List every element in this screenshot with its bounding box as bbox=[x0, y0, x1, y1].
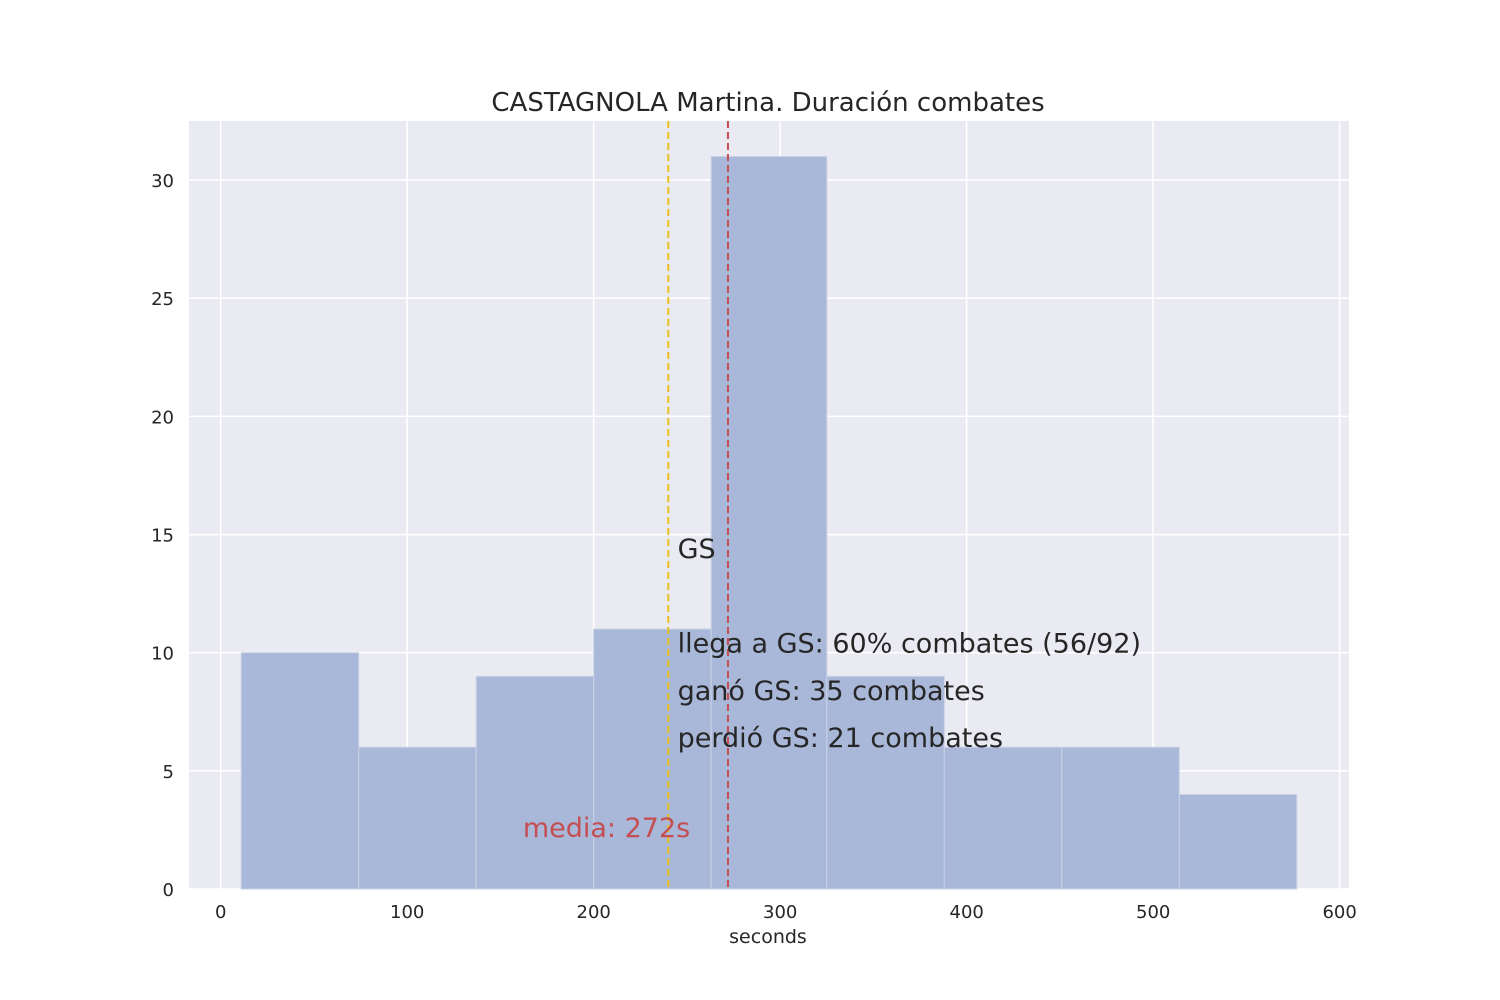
reference-lines bbox=[667, 121, 729, 889]
histogram-bar bbox=[826, 675, 945, 890]
y-tick-label: 5 bbox=[163, 762, 174, 783]
x-tick-label: 0 bbox=[215, 902, 226, 923]
y-tick-label: 30 bbox=[151, 171, 174, 192]
x-tick-label: 200 bbox=[577, 902, 611, 923]
annotation-text: ganó GS: 35 combates bbox=[678, 676, 985, 707]
histogram-bar bbox=[240, 652, 360, 890]
histogram-bar bbox=[1061, 746, 1180, 890]
histogram-bars bbox=[240, 155, 1298, 890]
x-tick-label: 600 bbox=[1322, 902, 1356, 923]
y-tick-label: 10 bbox=[151, 644, 174, 665]
annotation-text: llega a GS: 60% combates (56/92) bbox=[678, 629, 1141, 660]
x-tick-labels: 0 100 200 300 400 500 600 bbox=[215, 902, 1357, 923]
histogram-bar bbox=[475, 675, 595, 890]
y-tick-label: 25 bbox=[151, 289, 174, 310]
annotation-text: media: 272s bbox=[523, 813, 690, 844]
annotation-text: perdió GS: 21 combates bbox=[678, 723, 1003, 754]
x-tick-label: 400 bbox=[950, 902, 984, 923]
x-tick-label: 100 bbox=[390, 902, 424, 923]
histogram-bar bbox=[358, 746, 477, 890]
annotations: GS llega a GS: 60% combates (56/92) ganó G… bbox=[523, 534, 1141, 844]
x-axis-label: seconds bbox=[729, 926, 807, 948]
x-tick-label: 500 bbox=[1136, 902, 1170, 923]
x-tick-label: 300 bbox=[763, 902, 797, 923]
y-tick-label: 15 bbox=[151, 526, 174, 547]
annotation-text: GS bbox=[678, 534, 716, 565]
y-tick-label: 0 bbox=[163, 880, 174, 901]
chart-title: CASTAGNOLA Martina. Duración combates bbox=[491, 88, 1044, 118]
histogram-bar bbox=[943, 746, 1063, 890]
histogram-bar bbox=[1178, 793, 1298, 890]
y-tick-labels: 0 5 10 15 20 25 30 bbox=[151, 171, 174, 901]
histogram-bar bbox=[593, 628, 712, 890]
histogram-bar bbox=[710, 155, 828, 890]
y-tick-label: 20 bbox=[151, 407, 174, 428]
